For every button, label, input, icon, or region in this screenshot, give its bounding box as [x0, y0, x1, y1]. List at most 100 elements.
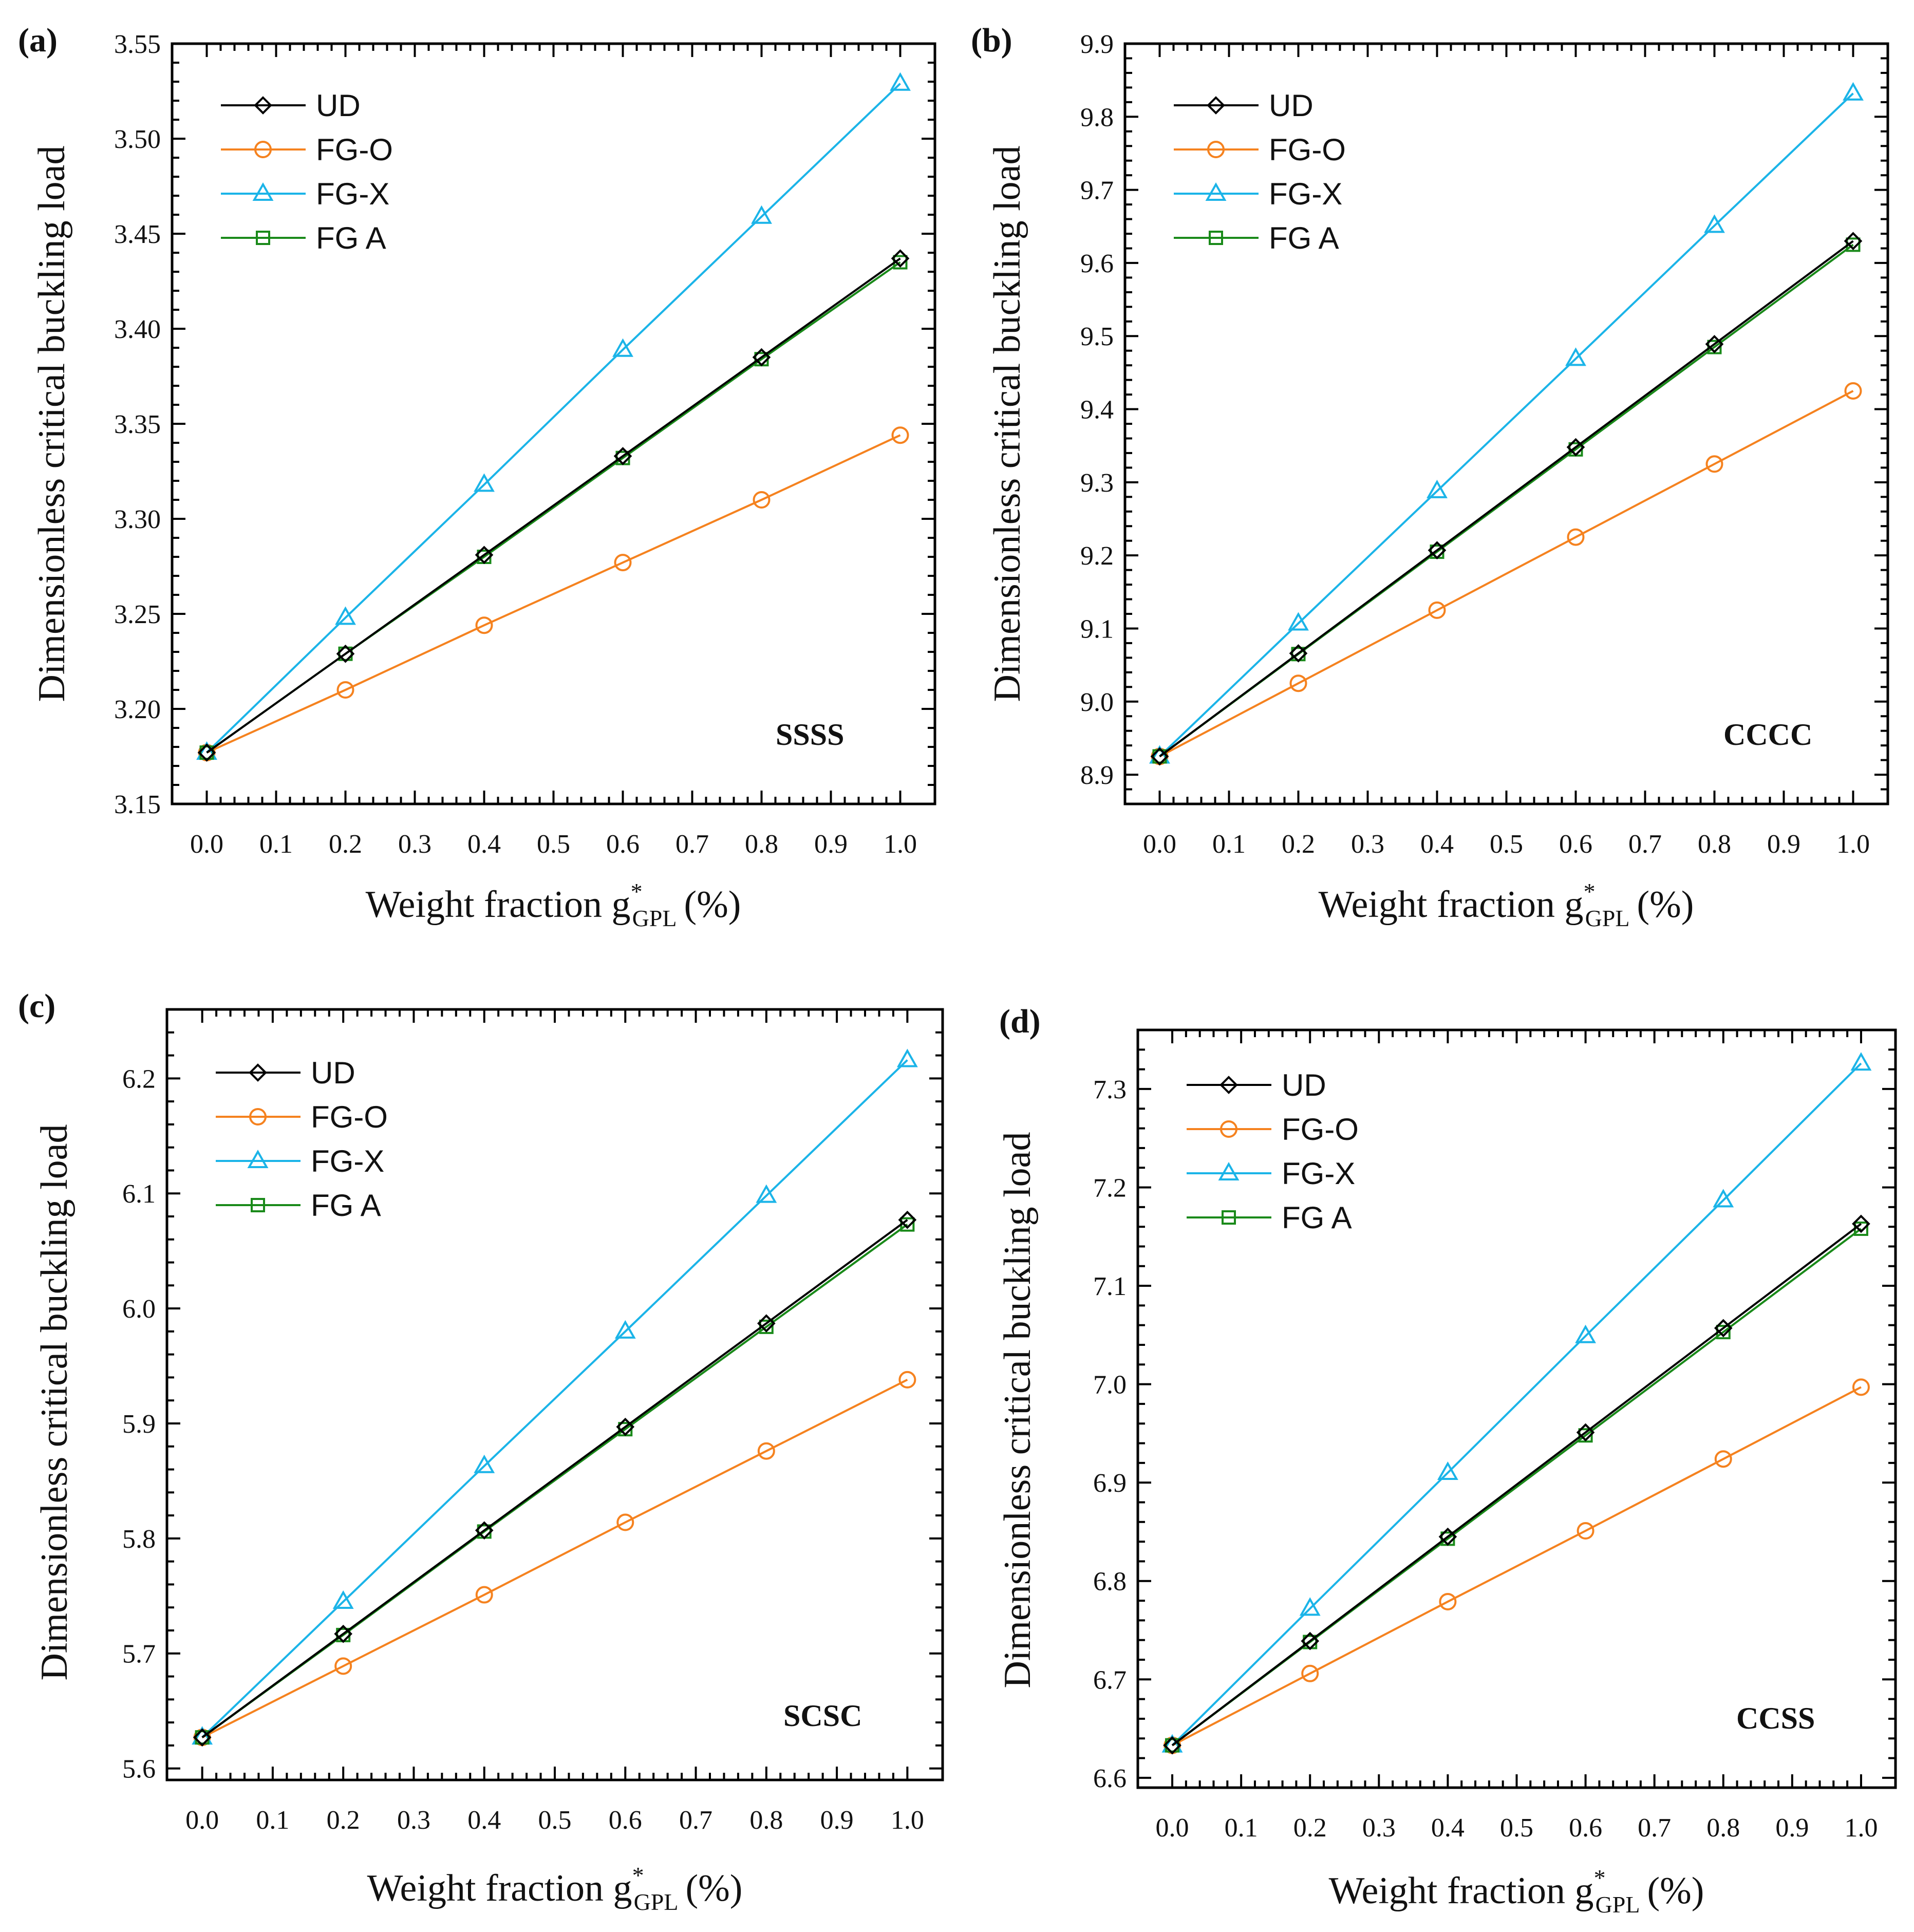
x-tick-label: 0.6 — [606, 830, 640, 859]
y-tick-label: 3.55 — [114, 30, 161, 59]
data-point-fg-o — [1567, 528, 1585, 546]
data-point-ud — [1714, 1319, 1733, 1338]
x-tick-label: 0.8 — [1698, 830, 1731, 859]
x-axis-title: Weight fraction g* GPL (%) — [1319, 878, 1694, 931]
legend-label: UD — [1269, 88, 1313, 123]
x-axis-title-main: Weight fraction g — [1319, 884, 1584, 926]
x-tick-label: 0.1 — [1225, 1813, 1258, 1843]
legend: UD FG-O FG-X FG A — [216, 1056, 388, 1223]
legend-label: FG-X — [311, 1144, 384, 1178]
y-tick-label: 9.3 — [1080, 468, 1114, 498]
series-line-fg-x — [1171, 1062, 1862, 1747]
data-point-ud — [1844, 232, 1863, 251]
x-tick-label: 1.0 — [1844, 1813, 1878, 1843]
data-point-fg-a — [338, 646, 353, 661]
y-tick-label: 3.20 — [114, 695, 161, 724]
panel-c: 0.0 0.1 0.2 0.3 0.4 0.5 0.6 0.7 0.8 0.9 1.0 5.6 5.7 5… — [18, 987, 944, 1915]
data-point-fg-x — [1427, 479, 1448, 498]
legend-marker — [1209, 231, 1223, 245]
data-point-fg-o — [336, 681, 354, 699]
legend-label: FG-X — [1282, 1156, 1355, 1191]
x-tick-label: 0.1 — [259, 830, 293, 859]
x-tick-label: 0.4 — [467, 1806, 501, 1835]
tick-marks: 0.0 0.1 0.2 0.3 0.4 0.5 0.6 0.7 0.8 0.9 1.0 6.6 6.7 6… — [1093, 1030, 1896, 1843]
x-tick-label: 0.3 — [1362, 1813, 1396, 1843]
x-axis-title-main: Weight fraction g — [366, 884, 631, 926]
y-tick-label: 9.0 — [1080, 688, 1114, 717]
y-tick-label: 7.3 — [1093, 1075, 1127, 1104]
data-point-fg-o — [1439, 1592, 1457, 1610]
y-tick-label: 9.2 — [1080, 541, 1114, 571]
legend-label: UD — [316, 88, 361, 123]
legend-label: FG A — [1282, 1201, 1352, 1235]
series-line-fg-o — [201, 1379, 908, 1738]
data-point-ud — [1705, 335, 1724, 353]
data-point-ud — [752, 348, 771, 367]
data-marks — [1149, 82, 1864, 766]
data-point-fg-x — [1843, 82, 1864, 101]
plot-frame — [1136, 1028, 1897, 1789]
data-point-fg-x — [1288, 612, 1309, 631]
x-tick-label: 0.1 — [1212, 830, 1246, 859]
data-point-ud — [613, 447, 632, 465]
legend-marker — [1218, 1161, 1240, 1180]
data-point-fg-o — [1844, 382, 1862, 400]
x-tick-label: 0.7 — [675, 830, 709, 859]
x-tick-label: 1.0 — [884, 830, 917, 859]
data-point-fg-o — [757, 1442, 775, 1460]
data-point-fg-x — [1437, 1461, 1458, 1480]
x-axis-title-unit: (%) — [685, 1867, 742, 1909]
y-axis-title: Dimensionless critical buckling load — [31, 145, 73, 702]
data-point-ud — [1163, 1736, 1181, 1755]
data-point-ud — [334, 1624, 353, 1643]
x-axis-title-sup: * — [1594, 1865, 1606, 1891]
series-line-fg-o — [206, 434, 901, 754]
data-point-fg-x — [756, 1184, 777, 1203]
x-tick-label: 0.9 — [1767, 830, 1800, 859]
panel-a: 0.0 0.1 0.2 0.3 0.4 0.5 0.6 0.7 0.8 0.9 1.0 3.15 3.2… — [18, 22, 936, 931]
x-axis-title-sub: GPL — [632, 905, 677, 931]
case-label: SCSC — [783, 1699, 862, 1733]
x-axis-title-sub: GPL — [1585, 905, 1630, 931]
x-tick-label: 0.9 — [814, 830, 848, 859]
data-point-fg-x — [474, 473, 495, 492]
y-tick-label: 7.1 — [1093, 1272, 1127, 1301]
data-point-fg-o — [334, 1657, 352, 1675]
data-point-ud — [891, 249, 910, 268]
x-tick-label: 0.0 — [190, 830, 223, 859]
data-point-fg-o — [1714, 1450, 1732, 1468]
x-axis-title: Weight fraction g* GPL (%) — [367, 1862, 743, 1915]
legend-label: FG A — [311, 1188, 381, 1223]
x-tick-label: 0.7 — [679, 1806, 712, 1835]
x-tick-label: 0.8 — [745, 830, 778, 859]
data-point-fg-o — [614, 554, 632, 572]
y-tick-label: 9.5 — [1080, 322, 1114, 351]
series-line-fg-o — [1172, 1386, 1862, 1747]
y-tick-label: 3.25 — [114, 600, 161, 629]
x-tick-label: 0.0 — [1156, 1813, 1189, 1843]
legend-marker — [251, 1198, 265, 1212]
x-tick-label: 0.4 — [1431, 1813, 1465, 1843]
data-point-fg-x — [1299, 1597, 1321, 1616]
series-line-ud — [206, 257, 901, 754]
data-point-ud — [336, 644, 355, 663]
data-point-fg-a — [1152, 749, 1167, 764]
legend-marker — [247, 1149, 269, 1168]
data-point-fg-x — [614, 1320, 636, 1339]
x-axis-title: Weight fraction g* GPL (%) — [366, 878, 741, 931]
tick-marks: 0.0 0.1 0.2 0.3 0.4 0.5 0.6 0.7 0.8 0.9 1.0 3.15 3.2… — [114, 30, 935, 859]
x-tick-label: 0.5 — [1500, 1813, 1533, 1843]
legend-marker — [1205, 182, 1227, 201]
y-tick-label: 9.8 — [1080, 103, 1114, 132]
data-point-fg-x — [332, 1590, 354, 1609]
x-axis-title-sub: GPL — [1596, 1891, 1640, 1918]
series-line-ud — [1159, 240, 1854, 758]
x-tick-label: 0.6 — [1569, 1813, 1602, 1843]
x-axis-title-sup: * — [1584, 878, 1596, 905]
y-tick-label: 5.7 — [122, 1640, 156, 1669]
x-tick-label: 0.8 — [749, 1806, 783, 1835]
legend-label: FG-X — [316, 177, 389, 211]
legend-marker — [252, 182, 274, 201]
legend-label: UD — [311, 1056, 355, 1090]
